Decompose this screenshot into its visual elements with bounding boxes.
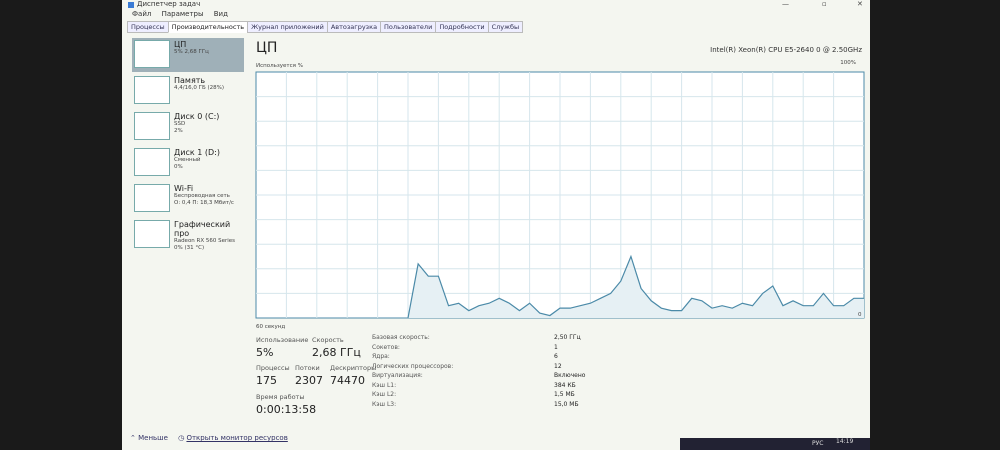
resource-sidebar: ЦП 5% 2,68 ГГц Память 4,4/16,0 ГБ (28%) … xyxy=(132,38,244,254)
mini-graph xyxy=(134,148,170,176)
resource-monitor-icon: ◷ xyxy=(178,434,185,442)
threads-value: 2307 xyxy=(295,374,323,387)
usage-area xyxy=(408,256,864,318)
usage-value: 5% xyxy=(256,346,274,359)
tab-details[interactable]: Подробности xyxy=(435,21,489,33)
sidebar-item-line1: Беспроводная сеть xyxy=(174,193,230,199)
detail-label: Кэш L3: xyxy=(372,400,397,408)
sidebar-item-line1: Radeon RX 560 Series xyxy=(174,238,236,244)
speed-value: 2,68 ГГц xyxy=(312,346,361,359)
tab-startup[interactable]: Автозагрузка xyxy=(326,21,382,33)
title-bar: Диспетчер задач — ▫ ✕ xyxy=(122,0,870,10)
maximize-button[interactable]: ▫ xyxy=(822,0,827,8)
clock[interactable]: 14:19 xyxy=(836,438,854,445)
detail-label: Сокетов: xyxy=(372,343,400,351)
mini-graph xyxy=(134,184,170,212)
mini-graph xyxy=(134,76,170,104)
tab-performance[interactable]: Производительность xyxy=(167,21,249,33)
detail-value: Включено xyxy=(554,372,586,379)
minimize-button[interactable]: — xyxy=(782,0,789,8)
detail-value: 1 xyxy=(554,343,558,351)
uptime-value: 0:00:13:58 xyxy=(256,403,317,416)
detail-value: 2,50 ГГц xyxy=(554,334,581,341)
sidebar-item-line1: 5% 2,68 ГГц xyxy=(174,49,209,55)
sidebar-item[interactable]: Wi-Fi Беспроводная сеть О: 0,4 П: 18,3 М… xyxy=(132,182,244,216)
taskbar: РУС 14:19 xyxy=(680,438,870,450)
detail-label: Ядра: xyxy=(372,353,390,360)
detail-value: 6 xyxy=(554,353,558,360)
detail-value: 1,5 МБ xyxy=(554,391,575,398)
tab-services[interactable]: Службы xyxy=(487,21,524,33)
sidebar-item-line1: Сменный xyxy=(174,157,201,163)
fewer-details-link[interactable]: Меньше xyxy=(138,434,168,442)
mini-graph xyxy=(134,40,170,68)
speed-label: Скорость xyxy=(312,336,344,344)
menu-view[interactable]: Вид xyxy=(213,10,228,18)
sidebar-item[interactable]: Память 4,4/16,0 ГБ (28%) xyxy=(132,74,244,108)
graph-max-label: 100% xyxy=(840,60,856,66)
detail-label: Кэш L1: xyxy=(372,381,397,389)
threads-label: Потоки xyxy=(295,364,320,372)
sidebar-item-title: Wi-Fi xyxy=(174,184,194,193)
mini-graph xyxy=(134,112,170,140)
time-span-label: 60 секунд xyxy=(256,324,286,330)
uptime-label: Время работы xyxy=(256,393,305,401)
sidebar-item-line2: 2% xyxy=(174,128,183,134)
detail-label: Виртуализация: xyxy=(372,372,423,379)
collapse-icon[interactable]: ⌃ xyxy=(130,434,136,442)
detail-label: Кэш L2: xyxy=(372,391,397,398)
detail-value: 12 xyxy=(554,362,562,370)
tab-processes[interactable]: Процессы xyxy=(127,21,169,33)
page-title: ЦП xyxy=(256,40,278,56)
processes-label: Процессы xyxy=(256,364,290,372)
close-button[interactable]: ✕ xyxy=(857,0,863,8)
sidebar-item-title: ЦП xyxy=(174,40,187,49)
tab-app-history[interactable]: Журнал приложений xyxy=(247,21,328,33)
open-resource-monitor-link[interactable]: Открыть монитор ресурсов xyxy=(186,434,288,442)
window-title: Диспетчер задач xyxy=(137,0,201,8)
tab-bar: Процессы Производительность Журнал прило… xyxy=(127,21,524,33)
sidebar-item-title: Графический про xyxy=(174,220,231,238)
usage-label: Использование xyxy=(256,336,309,344)
tab-users[interactable]: Пользователи xyxy=(380,21,437,33)
language-indicator[interactable]: РУС xyxy=(812,440,824,447)
footer: ⌃ Меньше ◷ Открыть монитор ресурсов xyxy=(122,434,870,442)
graph-label: Используется % xyxy=(256,63,303,69)
usage-line xyxy=(407,254,864,319)
task-manager-window: Диспетчер задач — ▫ ✕ Файл Параметры Вид… xyxy=(122,0,870,450)
detail-label: Логических процессоров: xyxy=(372,362,454,370)
sidebar-item[interactable]: ЦП 5% 2,68 ГГц xyxy=(132,38,244,72)
handles-label: Дескрипторы xyxy=(330,364,377,372)
sidebar-item-line1: 4,4/16,0 ГБ (28%) xyxy=(174,85,224,91)
cpu-usage-chart xyxy=(255,71,865,319)
handles-value: 74470 xyxy=(330,374,365,387)
sidebar-item-line2: 0% xyxy=(174,164,183,170)
menu-file[interactable]: Файл xyxy=(132,10,152,18)
menu-options[interactable]: Параметры xyxy=(161,10,204,18)
sidebar-item-line2: 0% (31 °C) xyxy=(174,245,205,251)
detail-value: 15,0 МБ xyxy=(554,400,579,408)
cpu-model: Intel(R) Xeon(R) CPU E5-2640 0 @ 2.50GHz xyxy=(710,46,862,54)
time-end-label: 0 xyxy=(858,312,862,318)
processes-value: 175 xyxy=(256,374,277,387)
sidebar-item[interactable]: Диск 0 (C:) SSD 2% xyxy=(132,110,244,144)
app-icon xyxy=(128,2,134,8)
sidebar-item-title: Память xyxy=(174,76,206,85)
menu-bar: Файл Параметры Вид xyxy=(132,10,236,18)
sidebar-item-line1: SSD xyxy=(174,121,186,127)
detail-value: 384 КБ xyxy=(554,381,576,389)
detail-label: Базовая скорость: xyxy=(372,334,430,341)
mini-graph xyxy=(134,220,170,248)
sidebar-item[interactable]: Диск 1 (D:) Сменный 0% xyxy=(132,146,244,180)
sidebar-item-line2: О: 0,4 П: 18,3 Мбит/с xyxy=(174,200,234,206)
sidebar-item-title: Диск 0 (C:) xyxy=(174,112,220,121)
sidebar-item[interactable]: Графический про Radeon RX 560 Series 0% … xyxy=(132,218,244,252)
sidebar-item-title: Диск 1 (D:) xyxy=(174,148,220,157)
